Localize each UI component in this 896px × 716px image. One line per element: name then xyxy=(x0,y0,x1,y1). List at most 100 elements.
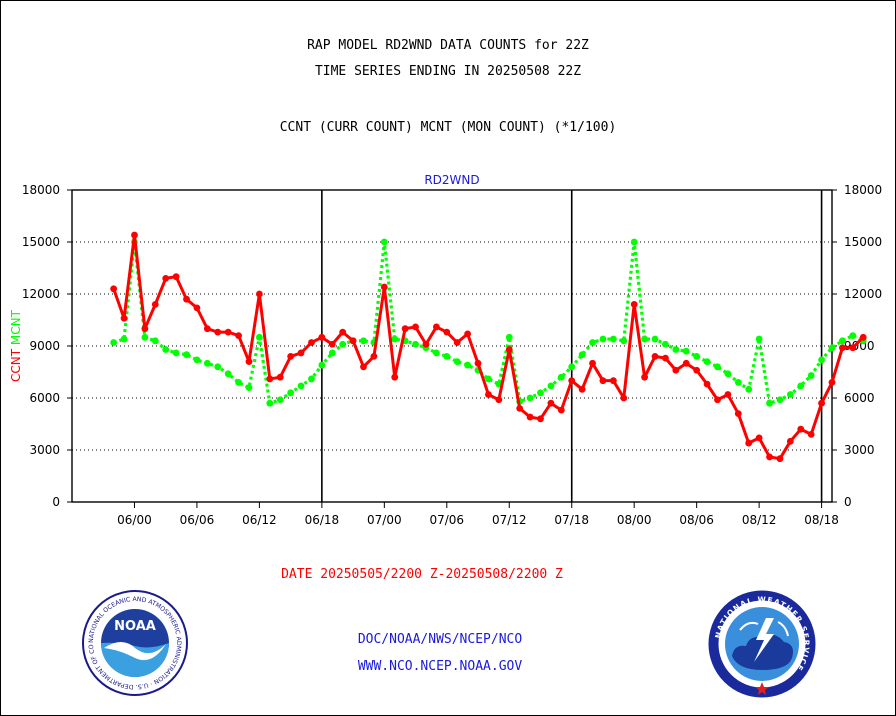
data-point-mcnt xyxy=(235,379,242,386)
x-tick-label: 06/12 xyxy=(242,513,277,527)
data-point-mcnt xyxy=(308,375,315,383)
data-point-mcnt xyxy=(839,337,846,345)
data-point-ccnt xyxy=(422,340,430,348)
nws-star-icon xyxy=(755,682,769,695)
data-point-ccnt xyxy=(630,301,638,308)
data-point-ccnt xyxy=(776,455,784,463)
x-tick-label: 08/18 xyxy=(804,513,839,527)
data-point-ccnt xyxy=(641,373,649,381)
data-point-ccnt xyxy=(151,301,159,308)
data-point-mcnt xyxy=(110,339,118,346)
data-point-ccnt xyxy=(693,366,701,374)
data-point-ccnt xyxy=(849,344,857,352)
data-point-ccnt xyxy=(672,366,680,374)
data-point-ccnt xyxy=(599,377,607,385)
data-point-mcnt xyxy=(609,335,617,343)
data-point-ccnt xyxy=(620,394,628,402)
data-point-ccnt xyxy=(349,337,357,345)
data-point-mcnt xyxy=(453,358,461,365)
data-point-ccnt xyxy=(807,431,815,438)
data-point-ccnt xyxy=(839,344,846,352)
data-point-ccnt xyxy=(370,353,378,360)
data-point-mcnt xyxy=(828,344,836,352)
data-point-mcnt xyxy=(360,337,367,345)
x-tick-label: 07/18 xyxy=(554,513,589,527)
data-point-mcnt xyxy=(537,389,544,397)
data-point-ccnt xyxy=(786,437,794,445)
data-point-ccnt xyxy=(474,359,482,367)
x-tick-label: 07/12 xyxy=(492,513,527,527)
data-point-ccnt xyxy=(412,323,419,331)
data-point-mcnt xyxy=(172,349,180,357)
data-point-mcnt xyxy=(526,394,534,402)
y-tick-label-right: 0 xyxy=(844,495,852,509)
data-point-ccnt xyxy=(651,353,659,360)
data-point-ccnt xyxy=(516,405,524,412)
data-point-ccnt xyxy=(578,385,586,393)
data-point-mcnt xyxy=(328,349,336,357)
data-point-mcnt xyxy=(193,356,201,364)
data-point-ccnt xyxy=(203,325,211,333)
data-point-mcnt xyxy=(682,347,690,355)
data-point-mcnt xyxy=(547,382,555,390)
data-point-mcnt xyxy=(245,384,253,391)
data-point-mcnt xyxy=(505,333,513,341)
data-point-ccnt xyxy=(162,275,170,282)
y-tick-label-right: 12000 xyxy=(844,287,882,301)
footer-link-doc[interactable]: DOC/NOAA/NWS/NCEP/NCO xyxy=(357,632,523,647)
x-axis-label: DATE 20250505/2200 Z-20250508/2200 Z xyxy=(281,567,563,582)
data-point-ccnt xyxy=(537,415,544,423)
data-point-mcnt xyxy=(724,370,732,378)
y-tick-label-right: 15000 xyxy=(844,235,882,249)
chart-subtitle: CCNT (CURR COUNT) MCNT (MON COUNT) (*1/1… xyxy=(279,120,617,135)
series-line-ccnt xyxy=(112,233,865,461)
data-point-mcnt xyxy=(380,238,388,246)
data-point-mcnt xyxy=(641,335,649,343)
data-point-mcnt xyxy=(766,399,773,407)
data-point-ccnt xyxy=(526,413,534,421)
data-point-ccnt xyxy=(505,346,513,353)
data-point-mcnt xyxy=(485,375,492,383)
data-point-mcnt xyxy=(818,356,825,364)
data-point-ccnt xyxy=(120,314,128,322)
data-point-ccnt xyxy=(568,377,576,385)
data-point-mcnt xyxy=(786,391,794,398)
nws-logo: NATIONAL WEATHER SERVICE xyxy=(708,590,816,698)
data-point-ccnt xyxy=(609,377,617,385)
title-line-1: RAP MODEL RD2WND DATA COUNTS for 22Z xyxy=(307,38,589,53)
data-point-ccnt xyxy=(266,375,274,383)
data-point-mcnt xyxy=(849,332,857,339)
x-tick-label: 08/00 xyxy=(617,513,652,527)
data-point-mcnt xyxy=(578,351,586,359)
y-axis-label-mcnt: MCNT xyxy=(9,309,23,345)
data-point-ccnt xyxy=(734,410,742,417)
x-tick-label: 06/18 xyxy=(305,513,340,527)
data-point-mcnt xyxy=(255,333,263,341)
data-point-ccnt xyxy=(859,333,867,341)
data-point-ccnt xyxy=(131,231,138,239)
data-point-ccnt xyxy=(297,349,305,357)
data-point-mcnt xyxy=(662,340,669,348)
data-point-mcnt xyxy=(141,333,149,341)
y-tick-label-right: 6000 xyxy=(844,391,875,405)
data-point-mcnt xyxy=(339,340,347,348)
chart-title: RD2WND xyxy=(424,173,479,187)
data-point-ccnt xyxy=(766,453,773,461)
data-point-mcnt xyxy=(703,358,711,365)
data-point-ccnt xyxy=(339,328,347,336)
data-point-ccnt xyxy=(318,333,326,341)
data-point-ccnt xyxy=(755,434,763,442)
y-axis-label-ccnt: CCNT xyxy=(9,345,23,382)
data-point-ccnt xyxy=(360,363,367,371)
data-point-ccnt xyxy=(818,399,825,407)
y-tick-label-left: 12000 xyxy=(22,287,60,301)
data-point-mcnt xyxy=(287,389,295,397)
data-point-ccnt xyxy=(401,325,409,333)
data-point-ccnt xyxy=(547,399,555,407)
data-point-mcnt xyxy=(183,351,190,359)
data-point-ccnt xyxy=(589,359,596,367)
x-tick-label: 07/06 xyxy=(429,513,464,527)
footer-link-website[interactable]: WWW.NCO.NCEP.NOAA.GOV xyxy=(357,659,523,674)
data-point-ccnt xyxy=(172,273,180,281)
data-point-ccnt xyxy=(255,290,263,298)
